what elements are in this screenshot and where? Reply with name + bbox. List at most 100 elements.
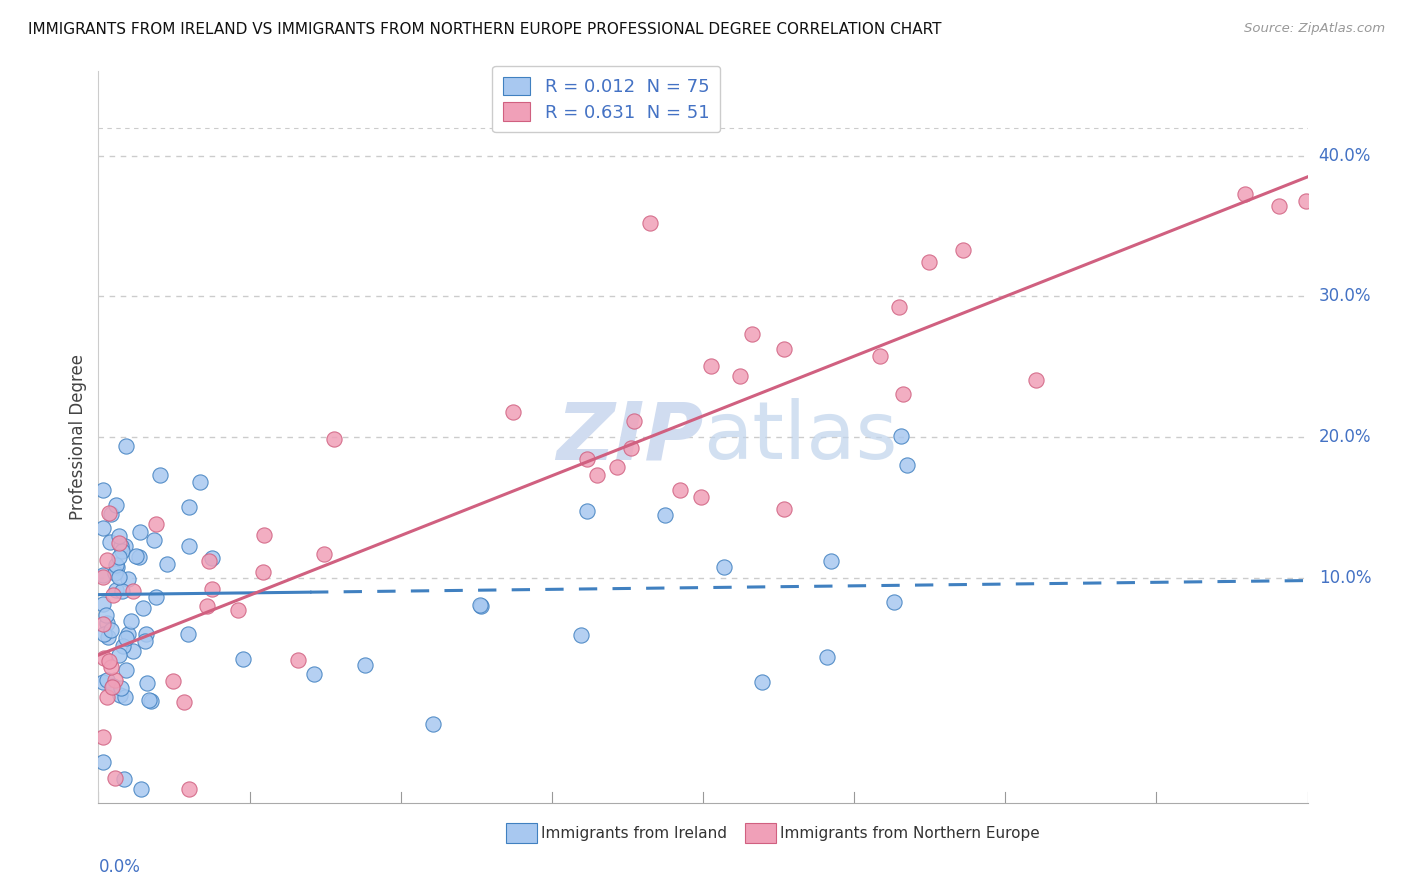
Point (115, 439, 138, 453)
Point (815, 649, 838, 664)
Point (741, 326, 763, 341)
Point (97, 630, 120, 644)
Point (122, 644, 145, 658)
Text: Immigrants from Ireland: Immigrants from Ireland (541, 826, 727, 840)
Point (638, 216, 661, 230)
Point (110, 539, 132, 553)
Point (890, 429, 912, 443)
Point (101, 679, 124, 693)
Point (110, 681, 132, 696)
Point (105, 582, 128, 597)
Point (1025, 373, 1047, 387)
Point (145, 591, 167, 605)
Point (323, 432, 346, 446)
Point (253, 528, 276, 542)
Point (107, 648, 129, 662)
Point (105, 560, 128, 574)
Point (96, 553, 118, 567)
Point (728, 369, 751, 384)
Point (98, 535, 121, 549)
Point (91, 483, 114, 497)
Point (179, 540, 201, 554)
Point (201, 582, 224, 596)
Point (620, 441, 643, 455)
Point (188, 475, 211, 490)
Point (869, 350, 891, 364)
Point (115, 631, 138, 645)
Point (1234, 187, 1257, 202)
Point (104, 558, 127, 572)
Point (751, 675, 773, 690)
Point (145, 517, 167, 532)
Point (104, 771, 127, 785)
Point (91, 521, 114, 535)
Point (115, 663, 138, 677)
Text: 30.0%: 30.0% (1319, 287, 1371, 305)
Point (96, 673, 118, 687)
Point (135, 627, 157, 641)
Point (690, 491, 713, 505)
Point (91, 674, 114, 689)
Text: 40.0%: 40.0% (1319, 147, 1371, 165)
Point (129, 525, 152, 540)
Point (120, 614, 142, 628)
Point (654, 508, 676, 522)
Point (91, 731, 114, 745)
Point (136, 676, 159, 690)
Point (100, 624, 122, 638)
Point (623, 414, 645, 428)
Point (121, 584, 143, 599)
Text: atlas: atlas (703, 398, 897, 476)
Text: Immigrants from Northern Europe: Immigrants from Northern Europe (780, 826, 1040, 840)
Point (91, 597, 114, 611)
Point (114, 539, 136, 553)
Point (575, 504, 598, 518)
Point (304, 666, 326, 681)
Point (100, 660, 122, 674)
Point (131, 781, 153, 796)
Point (198, 554, 221, 568)
Text: 10.0%: 10.0% (1319, 569, 1371, 587)
Point (314, 547, 336, 561)
Text: IMMIGRANTS FROM IRELAND VS IMMIGRANTS FROM NORTHERN EUROPE PROFESSIONAL DEGREE C: IMMIGRANTS FROM IRELAND VS IMMIGRANTS FR… (28, 22, 942, 37)
Point (883, 594, 905, 608)
Point (354, 658, 377, 673)
Point (201, 550, 224, 565)
Point (104, 673, 127, 687)
Point (149, 468, 172, 483)
Text: 0.0%: 0.0% (98, 858, 141, 876)
Point (108, 550, 131, 565)
Point (1295, 194, 1317, 209)
Text: 20.0%: 20.0% (1319, 428, 1371, 446)
Point (952, 243, 974, 257)
Point (917, 255, 939, 269)
Point (132, 600, 155, 615)
Point (96, 616, 118, 631)
Point (228, 603, 250, 617)
Legend: R = 0.012  N = 75, R = 0.631  N = 51: R = 0.012 N = 75, R = 0.631 N = 51 (492, 66, 720, 132)
Point (820, 554, 842, 568)
Point (107, 536, 129, 550)
Point (104, 498, 127, 512)
Point (252, 565, 274, 579)
Point (891, 386, 914, 401)
Point (93, 627, 115, 641)
Point (668, 483, 690, 497)
Point (422, 716, 444, 731)
Point (569, 628, 592, 642)
Point (111, 584, 134, 599)
Point (91, 570, 114, 584)
Point (110, 688, 132, 702)
Point (173, 695, 195, 709)
Point (91, 617, 114, 632)
Point (470, 599, 492, 613)
Point (91, 756, 114, 770)
Point (125, 549, 148, 564)
Point (773, 342, 796, 356)
Point (91, 568, 114, 582)
Point (162, 674, 184, 689)
Point (93, 650, 115, 665)
Point (713, 560, 735, 574)
Point (112, 772, 135, 787)
Y-axis label: Professional Degree: Professional Degree (69, 354, 87, 520)
